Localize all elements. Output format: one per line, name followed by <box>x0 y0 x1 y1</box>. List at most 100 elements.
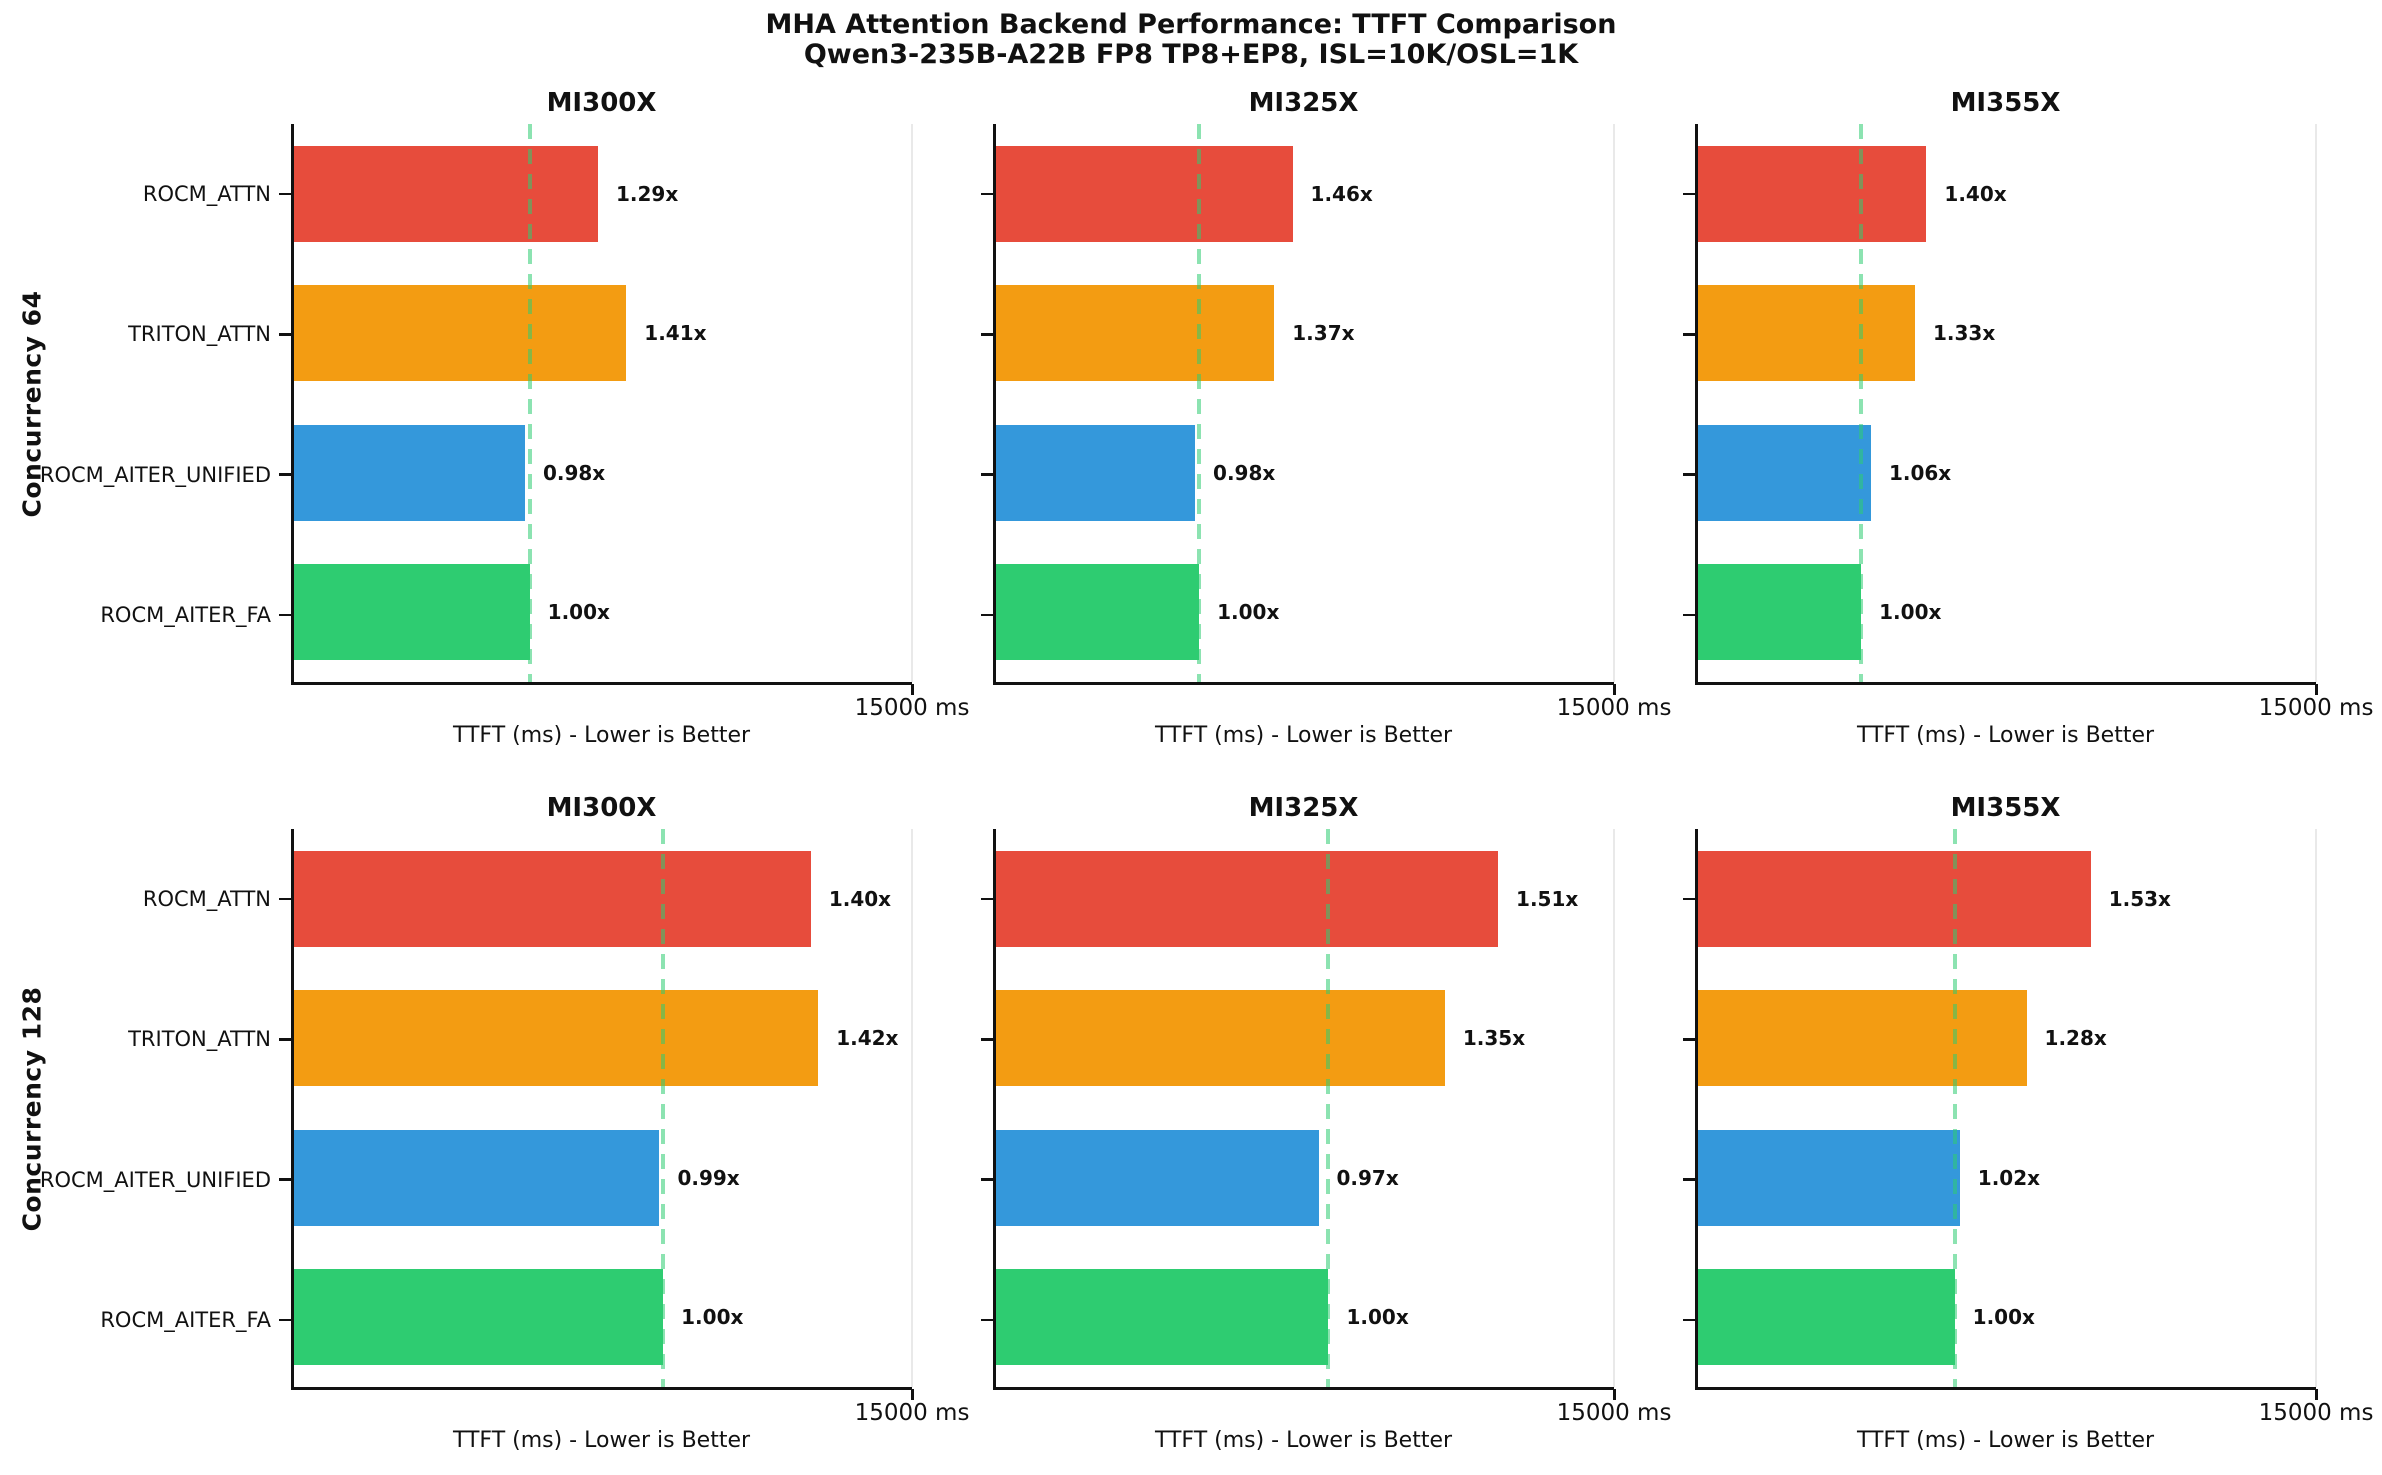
bar-value-label: 1.46x <box>1310 181 1373 206</box>
bar-rocm_attn <box>1698 850 2091 947</box>
x-axis-tick-label: 15000 ms <box>2258 1400 2374 1426</box>
bar-row: 1.33x <box>1698 264 2316 404</box>
x-axis-tick-label: 15000 ms <box>2258 695 2374 721</box>
y-tick <box>1614 969 1695 1109</box>
y-category-label-text: ROCM_AITER_UNIFIED <box>39 1167 271 1192</box>
bar-value-label: 0.98x <box>1213 460 1276 485</box>
bar-row: 1.42x <box>294 969 912 1109</box>
bar-row: 1.53x <box>1698 829 2316 969</box>
bar-row: 1.00x <box>996 1248 1614 1388</box>
y-category-label: ROCM_ATTN <box>64 124 291 264</box>
y-category-label-text: ROCM_AITER_FA <box>100 602 271 627</box>
bar-row: 1.02x <box>1698 1108 2316 1248</box>
y-tick <box>912 264 993 404</box>
y-category-label-text: ROCM_ATTN <box>142 182 271 207</box>
x-axis-tick-label: 15000 ms <box>1556 1400 1672 1426</box>
bar-value-label: 1.00x <box>1346 1305 1409 1330</box>
bar-rocm_attn <box>1698 145 1927 242</box>
bar-row: 1.00x <box>1698 1248 2316 1388</box>
bar-value-label: 1.41x <box>644 321 707 346</box>
bar-rocm_aiter_fa <box>1698 1269 1955 1366</box>
chart-row-concurrency-128: Concurrency 128 ROCM_ATTN TRITON_ATTN ROCM… <box>0 781 2382 1460</box>
bar-row: 0.98x <box>294 403 912 543</box>
right-spine <box>911 124 913 682</box>
subplot-r0-mi300x: MI300X 1.29x 1.41x 0.98x 1.00x 15000 ms TTF… <box>291 76 969 755</box>
row-label: Concurrency 128 <box>17 986 47 1232</box>
bar-value-label: 0.98x <box>542 460 606 485</box>
y-tick <box>912 829 993 969</box>
x-axis-label: TTFT (ms) - Lower is Better <box>1154 1428 1453 1453</box>
bar-triton_attn <box>294 285 627 382</box>
row-label: Concurrency 64 <box>17 290 47 518</box>
bar-triton_attn <box>1698 285 1915 382</box>
subplot-title: MI355X <box>1950 88 2061 118</box>
chart-title-line1: MHA Attention Backend Performance: TTFT … <box>765 9 1617 40</box>
x-axis-tick <box>1612 1389 1616 1400</box>
x-axis-tick-label: 15000 ms <box>854 1400 970 1426</box>
bar-rocm_aiter_fa <box>996 1269 1329 1366</box>
y-category-labels: ROCM_ATTN TRITON_ATTN ROCM_AITER_UNIFIED RO… <box>40 76 291 685</box>
plot-area: 1.40x 1.33x 1.06x 1.00x <box>1695 124 2317 685</box>
bar-row: 1.35x <box>996 969 1614 1109</box>
bar-row: 1.40x <box>1698 124 2316 264</box>
x-axis-label: TTFT (ms) - Lower is Better <box>1154 723 1453 748</box>
bar-rocm_aiter_unified <box>294 1129 660 1226</box>
y-tick <box>1614 829 1695 969</box>
bar-rocm_attn <box>996 145 1293 242</box>
bar-row: 1.06x <box>1698 403 2316 543</box>
chart-title-line2: Qwen3-235B-A22B FP8 TP8+EP8, ISL=10K/OSL… <box>803 39 1579 70</box>
bar-rocm_attn <box>294 850 811 947</box>
y-tick-marks <box>912 76 993 685</box>
bar-rocm_aiter_unified <box>996 424 1196 521</box>
bar-value-label: 1.06x <box>1888 460 1952 485</box>
bar-row: 1.00x <box>294 543 912 683</box>
bar-row: 1.40x <box>294 829 912 969</box>
bar-value-label: 1.00x <box>1217 600 1280 625</box>
x-axis-label: TTFT (ms) - Lower is Better <box>452 1428 751 1453</box>
bar-value-label: 1.42x <box>836 1026 899 1051</box>
bar-row: 1.29x <box>294 124 912 264</box>
bar-value-label: 1.02x <box>1977 1165 2041 1190</box>
baseline-reference-line <box>1326 829 1331 1387</box>
y-tick <box>912 969 993 1109</box>
y-category-label: ROCM_ATTN <box>64 829 291 969</box>
bar-rocm_aiter_unified <box>996 1129 1319 1226</box>
bar-row: 1.28x <box>1698 969 2316 1109</box>
plot-area: 1.46x 1.37x 0.98x 1.00x <box>993 124 1615 685</box>
y-category-label-text: ROCM_ATTN <box>142 887 271 912</box>
bar-value-label: 1.00x <box>681 1305 744 1330</box>
baseline-reference-line <box>1952 829 1957 1387</box>
row-label-column: Concurrency 128 <box>0 781 64 1426</box>
x-axis-tick <box>2314 684 2318 695</box>
x-axis-tick-label: 15000 ms <box>854 695 970 721</box>
chart-row-concurrency-64: Concurrency 64 ROCM_ATTN TRITON_ATTN ROCM_… <box>0 76 2382 755</box>
y-tick <box>1614 264 1695 404</box>
plot-area: 1.53x 1.28x 1.02x 1.00x <box>1695 829 2317 1390</box>
plot-area: 1.29x 1.41x 0.98x 1.00x <box>291 124 913 685</box>
x-axis: 15000 ms <box>993 684 1671 721</box>
x-axis-label: TTFT (ms) - Lower is Better <box>452 723 751 748</box>
y-category-label-text: TRITON_ATTN <box>128 322 271 347</box>
y-tick <box>912 545 993 685</box>
baseline-reference-line <box>1859 124 1864 682</box>
bar-row: 1.51x <box>996 829 1614 969</box>
bar-triton_attn <box>996 285 1275 382</box>
y-tick <box>1614 124 1695 264</box>
row-label-column: Concurrency 64 <box>0 76 64 721</box>
x-axis-tick-label: 15000 ms <box>1556 695 1672 721</box>
y-category-label: ROCM_AITER_FA <box>64 545 291 685</box>
subplot-title: MI325X <box>1248 793 1359 823</box>
bar-rocm_aiter_unified <box>294 424 525 521</box>
bar-rocm_aiter_unified <box>1698 424 1871 521</box>
y-tick <box>1614 1110 1695 1250</box>
right-spine <box>1613 124 1615 682</box>
bar-rocm_aiter_fa <box>294 1269 664 1366</box>
x-axis-tick <box>910 1389 914 1400</box>
bar-value-label: 1.00x <box>1879 600 1942 625</box>
bar-rocm_aiter_fa <box>996 564 1200 661</box>
y-tick-marks <box>1614 781 1695 1390</box>
bar-triton_attn <box>1698 990 2027 1087</box>
subplot-title: MI325X <box>1248 88 1359 118</box>
bar-value-label: 1.53x <box>2108 886 2171 911</box>
